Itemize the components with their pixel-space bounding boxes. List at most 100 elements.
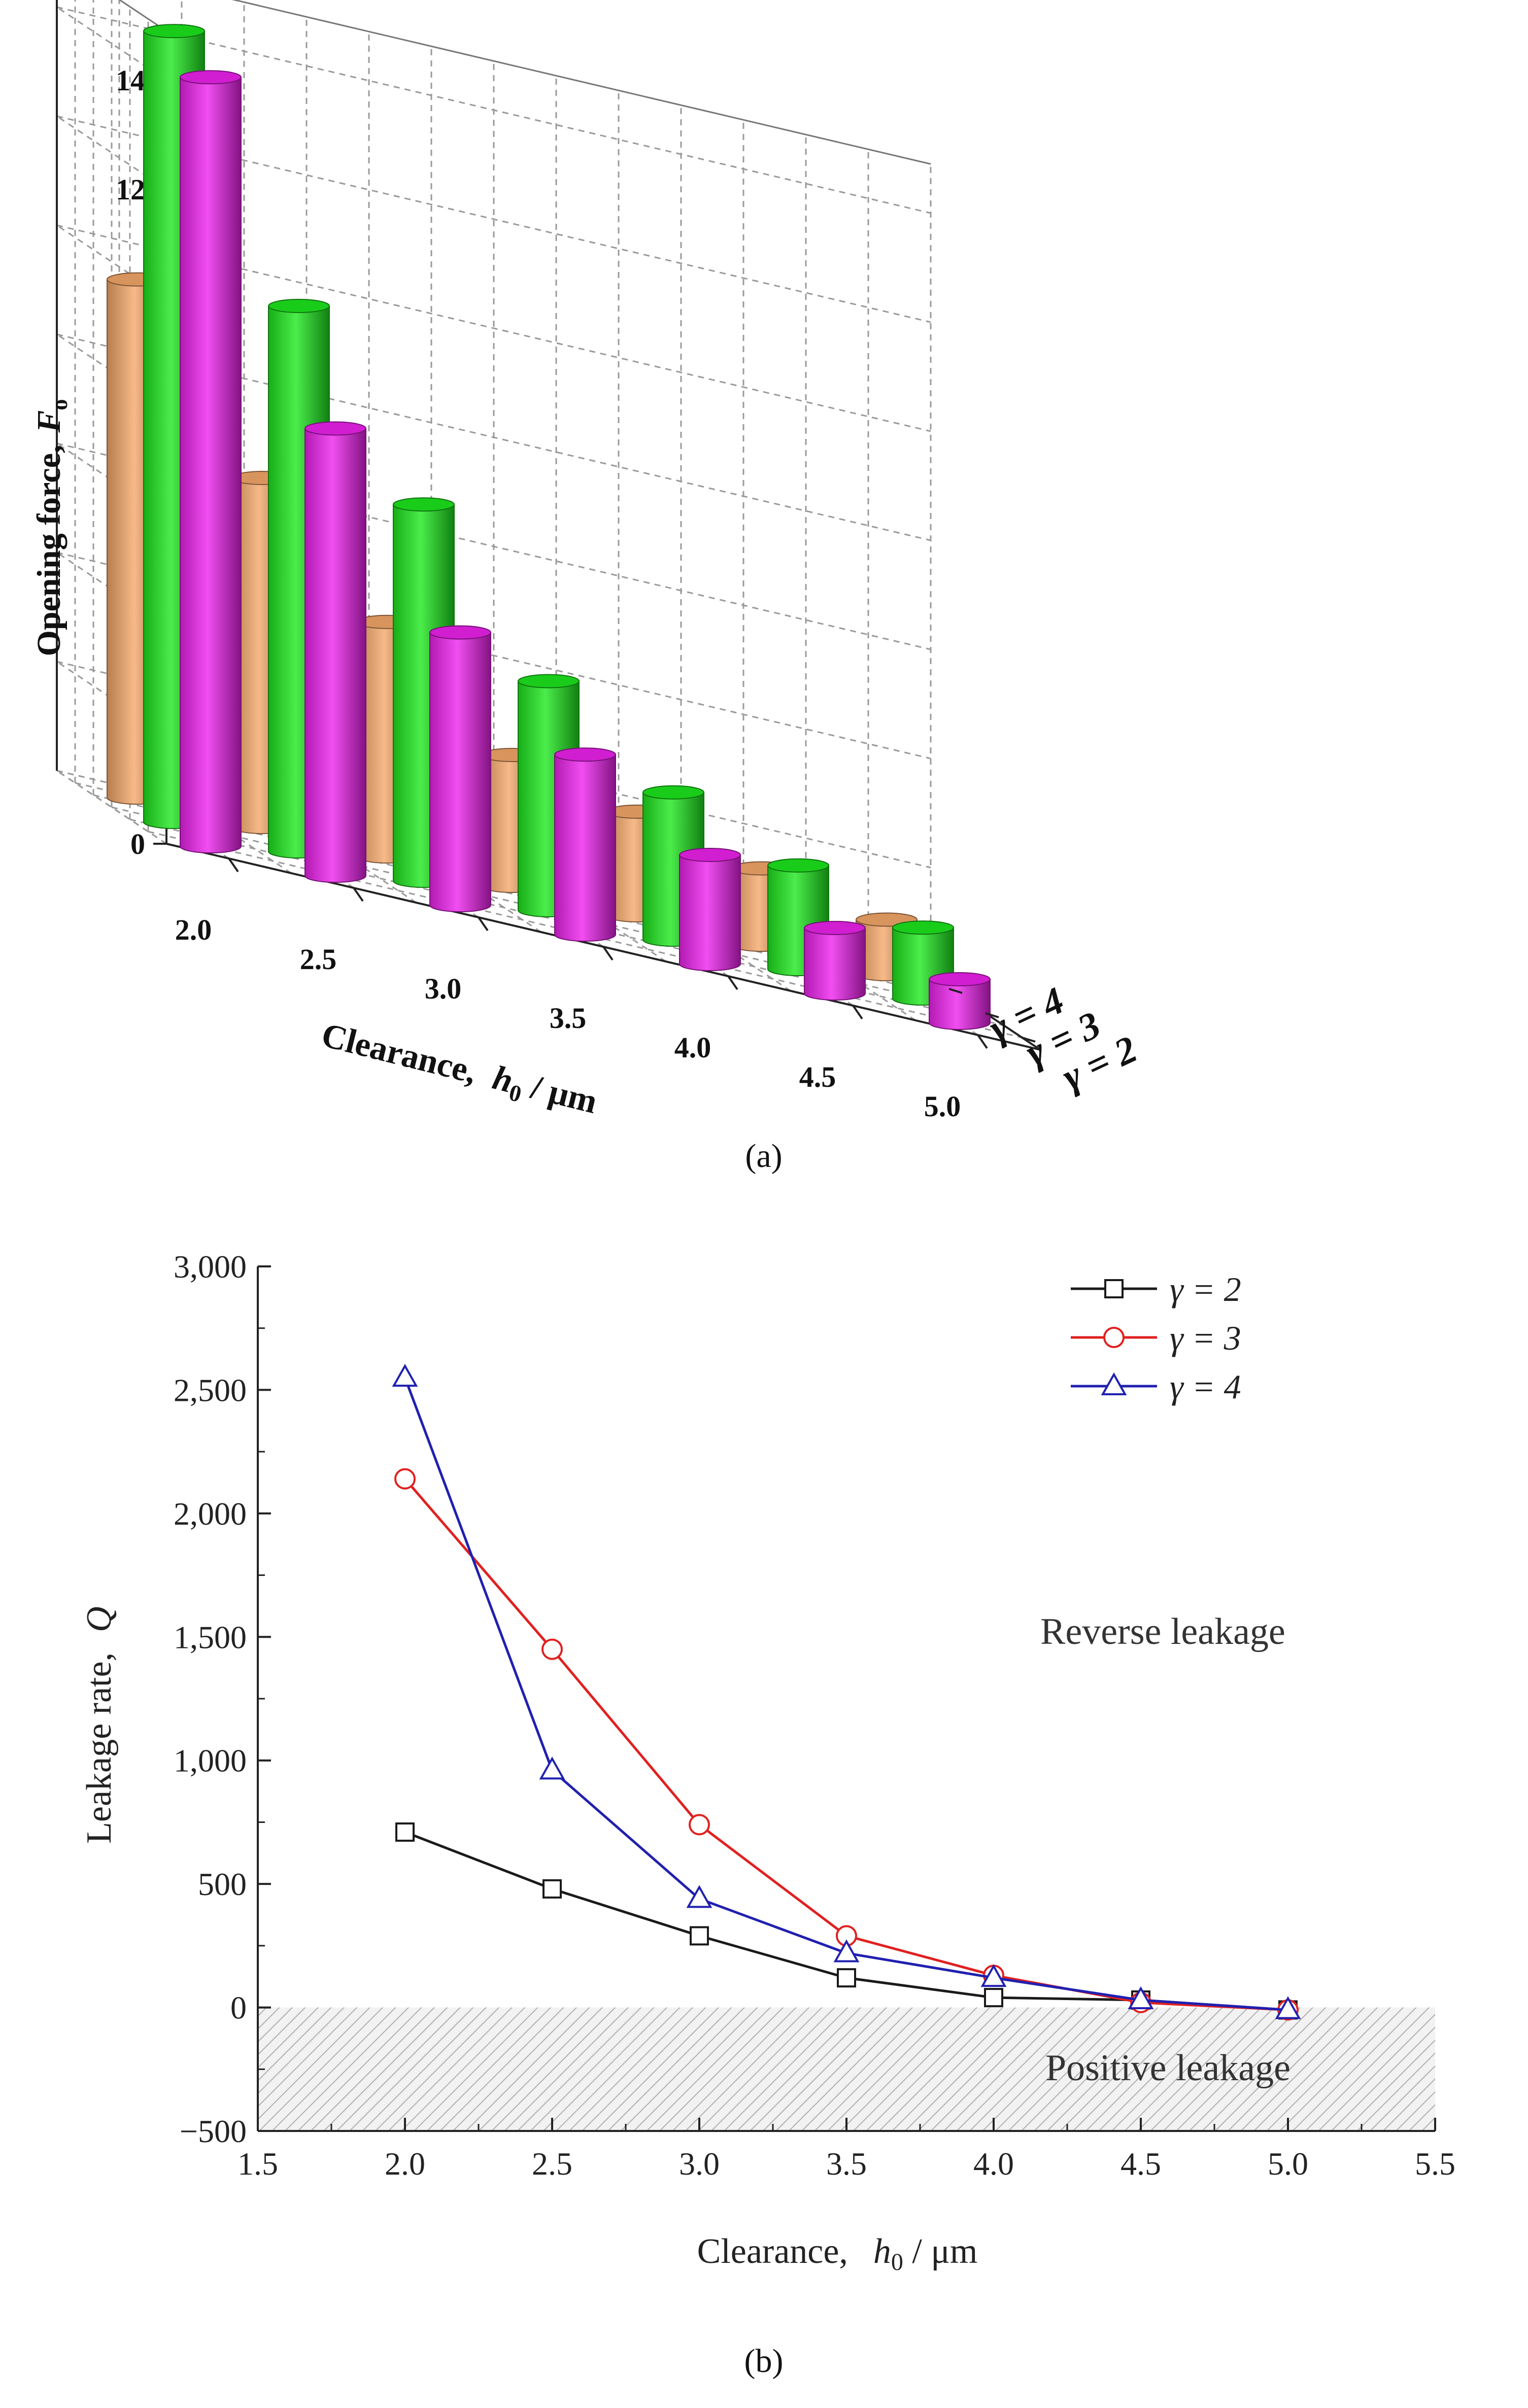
- legend-marker: [1103, 1327, 1125, 1348]
- side-top-edge: [118, 0, 167, 32]
- cylinder-top: [892, 920, 954, 935]
- x-tick-label: 2.5: [532, 2146, 572, 2182]
- series-line: [403, 1377, 1288, 2011]
- data-point: [392, 1364, 418, 1387]
- chart-b-x-axis-title: Clearance, h0 / μm: [697, 2232, 978, 2276]
- y-tick-label: −500: [180, 2113, 247, 2149]
- x-tick: [228, 857, 239, 873]
- positive-leakage-region: [258, 2007, 1435, 2131]
- cylinder-body: [304, 428, 366, 883]
- annotation-reverse-leakage: Reverse leakage: [1040, 1611, 1285, 1653]
- data-point: [980, 1964, 1007, 1987]
- y-tick-label: 1,500: [174, 1619, 247, 1655]
- cylinder-bar: [180, 70, 242, 853]
- y-tick-label: 0: [130, 828, 145, 861]
- annotation-positive-leakage: Positive leakage: [1045, 2047, 1291, 2089]
- x-tick-label: 1.5: [237, 2146, 278, 2182]
- chart-b-legend: γ = 2 γ = 3 γ = 4: [1071, 1270, 1241, 1406]
- data-point: [686, 1885, 712, 1908]
- y-tick-label: 3,000: [174, 1249, 247, 1285]
- legend-item: γ = 3: [1071, 1319, 1241, 1357]
- back-top-edge: [231, 0, 931, 165]
- chart-a-x-ticks: 2.0 2.5 3.0 3.5 4.0 4.5 5.0: [175, 857, 1036, 1123]
- cylinder-body: [804, 927, 866, 1001]
- series-4: [392, 1364, 1301, 2019]
- x-tick-label: 2.0: [175, 913, 212, 946]
- cylinder-top: [642, 785, 704, 800]
- data-point: [1128, 1986, 1154, 2009]
- data-point: [542, 1879, 562, 1899]
- x-tick-label: 4.5: [1120, 2146, 1161, 2182]
- cylinder-body: [180, 77, 242, 853]
- legend-item: γ = 2: [1071, 1270, 1241, 1309]
- chart-a-y-axis-title: Opening force,Fo: [30, 399, 72, 657]
- x-tick-label: 3.0: [679, 2146, 720, 2182]
- cylinder-bar: [429, 625, 491, 912]
- x-tick-label: 2.5: [300, 943, 337, 976]
- x-tick-label: 4.0: [674, 1031, 711, 1064]
- x-tick-label: 3.0: [425, 972, 462, 1005]
- data-point: [539, 1757, 565, 1780]
- legend-label: γ = 4: [1170, 1367, 1241, 1406]
- x-tick: [727, 975, 738, 990]
- panel-a-label: (a): [745, 1138, 782, 1175]
- legend-marker: [1101, 1372, 1127, 1395]
- data-point: [541, 1638, 563, 1660]
- x-tick: [602, 946, 614, 961]
- cylinder-bar: [554, 747, 616, 942]
- cylinder-top: [429, 625, 491, 640]
- data-point: [984, 1988, 1003, 2008]
- data-point: [395, 1822, 415, 1842]
- cylinder-bar: [679, 848, 741, 971]
- series-tick: [985, 1012, 999, 1018]
- chart-b-y-axis-title: Leakage rate,Q: [80, 1606, 119, 1844]
- x-tick-label: 5.0: [1268, 2146, 1308, 2182]
- legend-label: γ = 3: [1170, 1319, 1241, 1357]
- cylinder-top: [180, 70, 242, 85]
- data-point: [837, 1968, 856, 1988]
- legend-marker: [1104, 1279, 1124, 1298]
- cylinder-body: [429, 632, 491, 912]
- series-3: [394, 1468, 1299, 2021]
- chart-b-axes: [257, 1266, 1435, 2132]
- panel-b-label: (b): [744, 2343, 784, 2380]
- cylinder-top: [143, 24, 205, 39]
- cylinder-top: [554, 747, 616, 762]
- cylinder-top: [393, 497, 455, 512]
- y-tick-label: 2,000: [174, 1496, 247, 1532]
- cylinder-body: [554, 754, 616, 942]
- cylinder-bar: [804, 921, 866, 1001]
- y-tick-label: 500: [198, 1866, 247, 1902]
- x-tick-label: 2.0: [385, 2146, 425, 2182]
- cylinder-top: [268, 299, 330, 313]
- chart-a-opening-force: 02468101214 2.02.53.03.54.04.55.0 γ = 2γ…: [30, 0, 1143, 1175]
- y-tick-label: 0: [230, 1990, 247, 2026]
- chart-b-leakage-rate: −500 0 500 1,000 1,500 2,000 2,500 3,000 1.5 2.0…: [80, 1249, 1455, 2380]
- cylinder-body: [679, 854, 741, 971]
- series-tick: [1022, 1037, 1036, 1043]
- cylinder-bar: [304, 421, 366, 883]
- y-tick-label: 12: [116, 173, 145, 206]
- x-tick-label: 4.0: [973, 2146, 1014, 2182]
- data-point: [833, 1939, 860, 1963]
- y-tick-label: 14: [116, 64, 145, 97]
- legend-item: γ = 4: [1071, 1367, 1241, 1406]
- data-point: [394, 1468, 416, 1490]
- cylinder-body: [929, 979, 991, 1030]
- cylinder-top: [679, 848, 741, 862]
- x-tick-label: 3.5: [550, 1002, 587, 1035]
- series-tick: [948, 988, 963, 994]
- cylinder-top: [518, 674, 580, 689]
- x-tick-label: 3.5: [826, 2146, 867, 2182]
- y-tick-label: 1,000: [174, 1743, 247, 1779]
- legend-label: γ = 2: [1170, 1270, 1241, 1309]
- chart-a-series-labels: γ = 2γ = 3γ = 4: [983, 979, 1143, 1098]
- cylinder-bar: [929, 972, 991, 1030]
- chart-b-x-ticks: 1.5 2.0 2.5 3.0 3.5 4.0 4.5 5.0 5.5: [237, 2118, 1455, 2182]
- data-point: [1275, 1996, 1301, 2019]
- data-point: [690, 1926, 709, 1946]
- cylinder-top: [767, 858, 829, 873]
- x-tick: [977, 1034, 988, 1049]
- data-point: [689, 1814, 710, 1836]
